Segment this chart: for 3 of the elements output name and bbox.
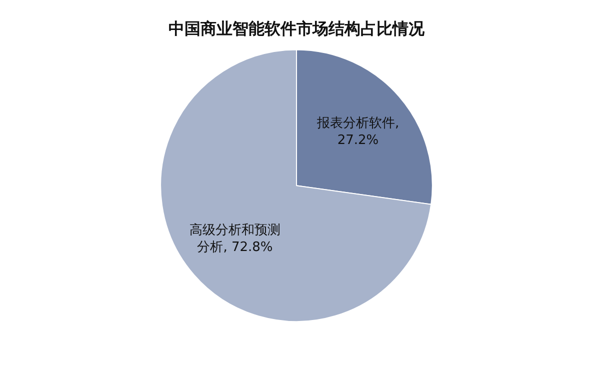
chart-title: 中国商业智能软件市场结构占比情况	[168, 18, 426, 38]
slice-label: 报表分析软件, 27.2%	[316, 116, 400, 148]
slice-label: 高级分析和预测分析, 72.8%	[190, 222, 280, 256]
